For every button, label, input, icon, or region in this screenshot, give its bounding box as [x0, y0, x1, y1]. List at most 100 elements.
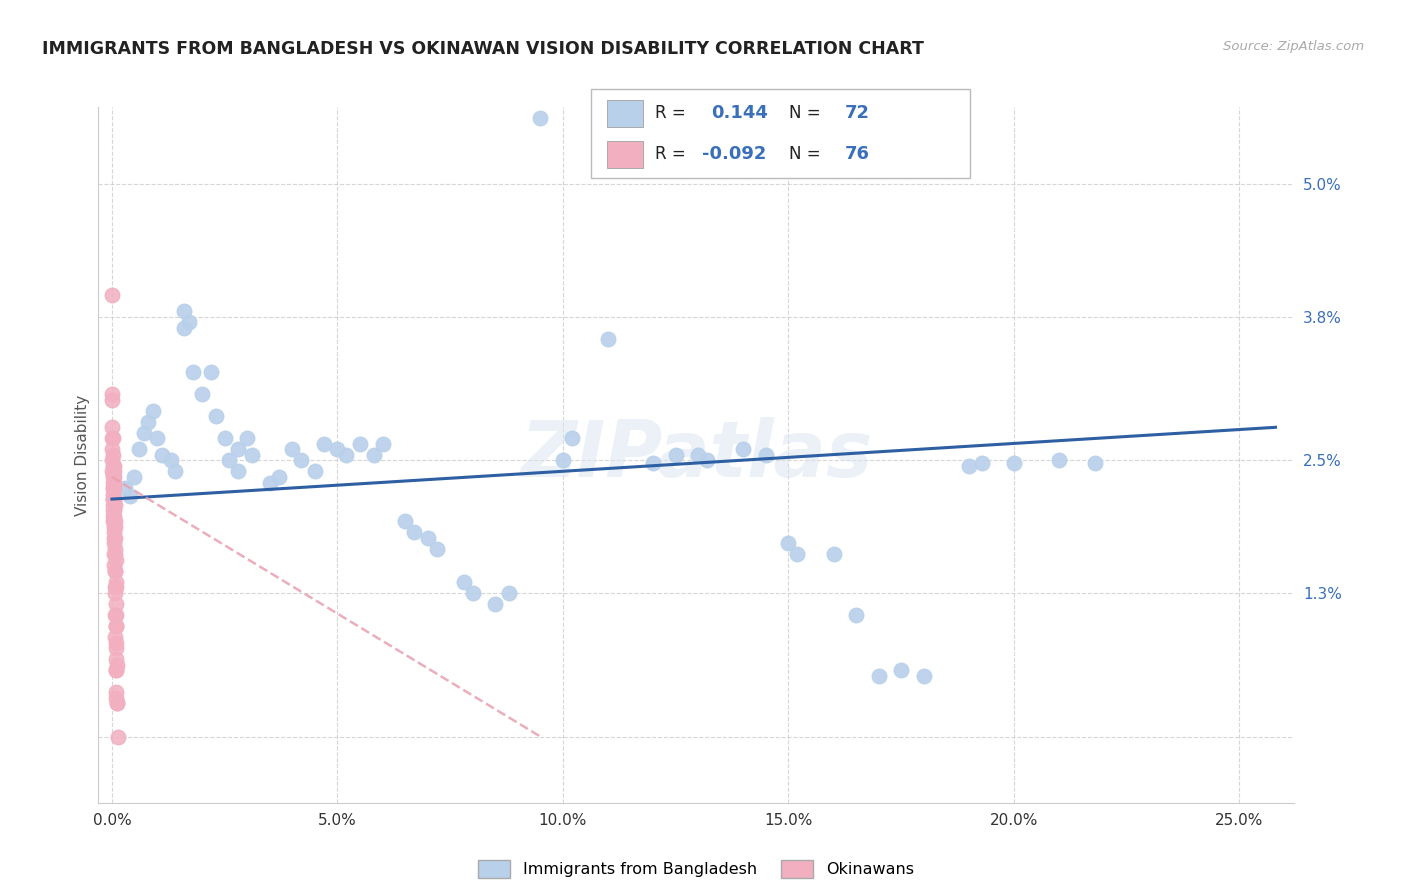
Point	[101, 467, 124, 481]
Point	[104, 663, 127, 677]
Point	[103, 503, 125, 517]
Point	[103, 481, 125, 495]
Point	[101, 481, 124, 495]
Point	[561, 431, 583, 445]
Point	[103, 536, 125, 550]
Point	[259, 475, 281, 490]
Point	[484, 597, 506, 611]
Point	[416, 531, 439, 545]
Legend: Immigrants from Bangladesh, Okinawans: Immigrants from Bangladesh, Okinawans	[478, 860, 914, 879]
Point	[173, 321, 195, 335]
Point	[105, 690, 128, 705]
Point	[104, 586, 127, 600]
Point	[312, 437, 335, 451]
Text: 72: 72	[845, 104, 870, 122]
Point	[103, 514, 125, 528]
Point	[104, 553, 127, 567]
Point	[101, 465, 124, 479]
Point	[101, 387, 124, 401]
Point	[326, 442, 349, 457]
Point	[104, 564, 127, 578]
Point	[103, 508, 125, 523]
Point	[972, 456, 994, 470]
Point	[281, 442, 304, 457]
Point	[104, 608, 127, 623]
Point	[103, 525, 125, 540]
Point	[868, 669, 890, 683]
Point	[596, 332, 619, 346]
Point	[101, 420, 124, 434]
Point	[786, 547, 808, 561]
Text: IMMIGRANTS FROM BANGLADESH VS OKINAWAN VISION DISABILITY CORRELATION CHART: IMMIGRANTS FROM BANGLADESH VS OKINAWAN V…	[42, 40, 924, 58]
Point	[141, 403, 163, 417]
Point	[845, 608, 868, 623]
Point	[103, 481, 125, 495]
Point	[688, 448, 710, 462]
Point	[200, 365, 222, 379]
Point	[1047, 453, 1070, 467]
Point	[104, 564, 127, 578]
Point	[104, 514, 127, 528]
Text: Source: ZipAtlas.com: Source: ZipAtlas.com	[1223, 40, 1364, 54]
Point	[101, 431, 124, 445]
Point	[114, 481, 136, 495]
Text: 0.144: 0.144	[711, 104, 768, 122]
Point	[103, 492, 125, 507]
Point	[733, 442, 755, 457]
Point	[103, 547, 125, 561]
Point	[165, 465, 187, 479]
Point	[105, 608, 128, 623]
Point	[132, 425, 155, 440]
Point	[105, 657, 128, 672]
Text: -0.092: -0.092	[702, 145, 766, 163]
Text: R =: R =	[655, 104, 692, 122]
Point	[105, 697, 128, 711]
Point	[101, 448, 124, 462]
Point	[177, 315, 200, 329]
Point	[105, 635, 128, 649]
Point	[103, 492, 125, 507]
Point	[404, 525, 426, 540]
Point	[643, 456, 665, 470]
Point	[529, 111, 551, 125]
Point	[104, 498, 127, 512]
Point	[103, 514, 125, 528]
Point	[551, 453, 574, 467]
Point	[335, 448, 357, 462]
Point	[453, 574, 475, 589]
Point	[159, 453, 181, 467]
Point	[150, 448, 173, 462]
Point	[103, 475, 125, 490]
Point	[101, 442, 124, 457]
Point	[103, 558, 125, 573]
Point	[957, 458, 980, 473]
Point	[890, 663, 912, 677]
Point	[226, 442, 249, 457]
Point	[101, 392, 124, 407]
Point	[101, 287, 124, 301]
Point	[104, 597, 127, 611]
Point	[105, 619, 128, 633]
Point	[103, 503, 125, 517]
Point	[181, 365, 204, 379]
Point	[912, 669, 935, 683]
Point	[104, 581, 127, 595]
Point	[363, 448, 385, 462]
Point	[218, 453, 240, 467]
Point	[105, 652, 128, 666]
Point	[105, 685, 128, 699]
Point	[104, 641, 127, 656]
Point	[498, 586, 520, 600]
Point	[823, 547, 845, 561]
Point	[214, 431, 236, 445]
Point	[128, 442, 150, 457]
Point	[146, 431, 169, 445]
Point	[240, 448, 263, 462]
Point	[107, 730, 129, 744]
Point	[349, 437, 371, 451]
Text: N =: N =	[789, 104, 825, 122]
Point	[104, 531, 127, 545]
Text: N =: N =	[789, 145, 825, 163]
Point	[105, 581, 128, 595]
Point	[101, 431, 124, 445]
